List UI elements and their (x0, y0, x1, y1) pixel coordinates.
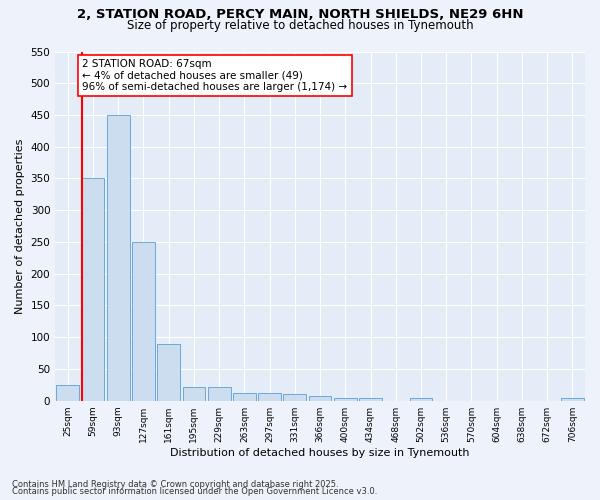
Bar (410, 398, 433, 400)
Bar (107, 115, 130, 401)
Text: Contains HM Land Registry data © Crown copyright and database right 2025.: Contains HM Land Registry data © Crown c… (12, 480, 338, 489)
Bar (359, 398, 382, 400)
X-axis label: Distribution of detached houses by size in Tynemouth: Distribution of detached houses by size … (170, 448, 470, 458)
Text: Size of property relative to detached houses in Tynemouth: Size of property relative to detached ho… (127, 19, 473, 32)
Bar (132, 242, 155, 400)
Bar (334, 398, 356, 400)
Bar (561, 398, 584, 400)
Bar (233, 393, 256, 400)
Y-axis label: Number of detached properties: Number of detached properties (15, 138, 25, 314)
Bar (56, 385, 79, 400)
Text: Contains public sector information licensed under the Open Government Licence v3: Contains public sector information licen… (12, 487, 377, 496)
Bar (309, 396, 331, 400)
Bar (283, 394, 306, 400)
Bar (182, 386, 205, 400)
Bar (258, 393, 281, 400)
Bar (208, 386, 230, 400)
Text: 2, STATION ROAD, PERCY MAIN, NORTH SHIELDS, NE29 6HN: 2, STATION ROAD, PERCY MAIN, NORTH SHIEL… (77, 8, 523, 20)
Bar (82, 178, 104, 400)
Text: 2 STATION ROAD: 67sqm
← 4% of detached houses are smaller (49)
96% of semi-detac: 2 STATION ROAD: 67sqm ← 4% of detached h… (82, 59, 347, 92)
Bar (157, 344, 180, 400)
